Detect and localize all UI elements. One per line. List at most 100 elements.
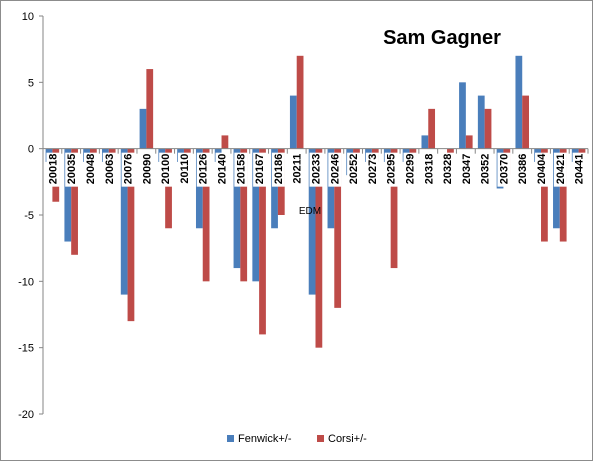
category-label: 20404 xyxy=(536,153,548,184)
fenwick-bar xyxy=(64,148,72,242)
corsi-bar xyxy=(522,95,529,149)
y-tick-label: -10 xyxy=(18,276,34,288)
category-label-group: 20421 xyxy=(553,152,567,187)
category-label: 20441 xyxy=(574,154,586,185)
category-label-bg xyxy=(478,152,492,187)
category-label-bg xyxy=(65,152,79,187)
category-label-group: 20090 xyxy=(140,152,154,187)
corsi-bar xyxy=(334,148,342,308)
category-label: 20167 xyxy=(254,154,266,185)
category-label-group: 20063 xyxy=(102,152,116,187)
category-label: 20370 xyxy=(498,154,510,185)
category-label-group: 20076 xyxy=(121,152,135,187)
fenwick-bar xyxy=(477,95,485,149)
category-label: 20273 xyxy=(367,154,379,185)
corsi-bar xyxy=(127,148,135,322)
fenwick-bar xyxy=(308,148,316,295)
category-label: 20158 xyxy=(235,154,247,185)
category-label: 20328 xyxy=(442,154,454,185)
category-label-bg xyxy=(384,152,398,187)
category-label: 20246 xyxy=(329,154,341,185)
category-label-group: 20318 xyxy=(422,152,436,187)
category-label-bg xyxy=(553,152,567,187)
category-label: 20063 xyxy=(104,154,116,185)
category-label-bg xyxy=(46,152,60,187)
corsi-bar xyxy=(315,148,323,348)
category-label-group: 20167 xyxy=(253,152,267,187)
category-label-group: 20035 xyxy=(65,152,79,187)
category-label-group: 20386 xyxy=(516,152,530,187)
category-label-bg xyxy=(253,152,267,187)
chart-title: Sam Gagner xyxy=(383,27,501,49)
fenwick-bar xyxy=(553,148,560,229)
category-label-bg xyxy=(516,152,530,187)
category-label-bg xyxy=(140,152,154,187)
category-label-group: 20110 xyxy=(177,152,191,187)
category-label-group: 20441 xyxy=(572,152,586,187)
y-axis: 10 5 0 -5 -10 -15 -20 xyxy=(18,11,44,421)
category-label-bg xyxy=(290,152,304,187)
y-tick-label: 0 xyxy=(28,144,34,156)
fenwick-bar xyxy=(195,148,203,229)
category-label: 20110 xyxy=(179,154,191,184)
category-label-group: 20252 xyxy=(347,152,361,187)
category-label-bg xyxy=(535,152,549,187)
category-label: 20186 xyxy=(273,154,285,185)
fenwick-bar xyxy=(233,148,241,269)
fenwick-bar xyxy=(289,95,297,149)
category-label: 20090 xyxy=(141,154,153,185)
category-label-bg xyxy=(271,152,285,187)
category-label: 20076 xyxy=(123,154,135,185)
fenwick-bar xyxy=(421,135,429,149)
category-label-group: 20018 xyxy=(46,152,60,187)
category-label-group: 20347 xyxy=(459,152,473,187)
category-label: 20352 xyxy=(480,154,492,185)
category-label-group: 20100 xyxy=(159,152,173,187)
category-label-group: 20211 xyxy=(290,152,304,187)
category-label-bg xyxy=(441,152,455,187)
category-label-bg xyxy=(177,152,191,187)
category-label-group: 20295 xyxy=(384,152,398,187)
corsi-bar xyxy=(221,135,229,149)
y-tick-label: 5 xyxy=(28,77,34,89)
category-label-bg xyxy=(365,152,379,187)
category-label: 20299 xyxy=(404,154,416,185)
y-tick-label: -20 xyxy=(18,409,34,421)
category-label: 20100 xyxy=(160,154,172,185)
category-label-bg xyxy=(328,152,342,187)
fenwick-bar xyxy=(252,148,260,282)
corsi-bar xyxy=(202,148,210,282)
corsi-bar xyxy=(390,148,398,269)
category-label-group: 20048 xyxy=(83,152,97,187)
corsi-bar xyxy=(71,148,78,255)
corsi-bar xyxy=(541,148,548,242)
legend: Fenwick+/- Corsi+/- xyxy=(227,433,367,445)
category-label-bg xyxy=(234,152,248,187)
category-label-group: 20246 xyxy=(328,152,342,187)
category-label-group: 20158 xyxy=(234,152,248,187)
legend-label-corsi: Corsi+/- xyxy=(328,433,367,445)
y-tick-label: -15 xyxy=(18,343,34,355)
y-tick-label: 10 xyxy=(22,11,34,23)
corsi-bar xyxy=(428,108,436,149)
corsi-bar xyxy=(240,148,248,282)
category-label-bg xyxy=(215,152,229,187)
category-label-bg xyxy=(196,152,210,187)
corsi-bar xyxy=(296,55,304,149)
corsi-bar xyxy=(146,69,154,149)
category-label: 20211 xyxy=(292,154,304,184)
fenwick-bar xyxy=(271,148,278,229)
bars xyxy=(45,55,586,348)
category-label: 20048 xyxy=(85,154,97,185)
category-label-group: 20233 xyxy=(309,152,323,187)
category-label-bg xyxy=(403,152,417,187)
category-label: 20035 xyxy=(66,154,78,185)
category-label: 20126 xyxy=(198,154,210,185)
x-axis-title: EDM xyxy=(299,206,321,217)
category-label-bg xyxy=(422,152,436,187)
category-labels: 20018 20035 20048 20063 20076 20090 20100 20110… xyxy=(46,152,586,187)
corsi-bar xyxy=(165,148,172,229)
category-label-bg xyxy=(102,152,116,187)
category-label: 20318 xyxy=(423,154,435,185)
